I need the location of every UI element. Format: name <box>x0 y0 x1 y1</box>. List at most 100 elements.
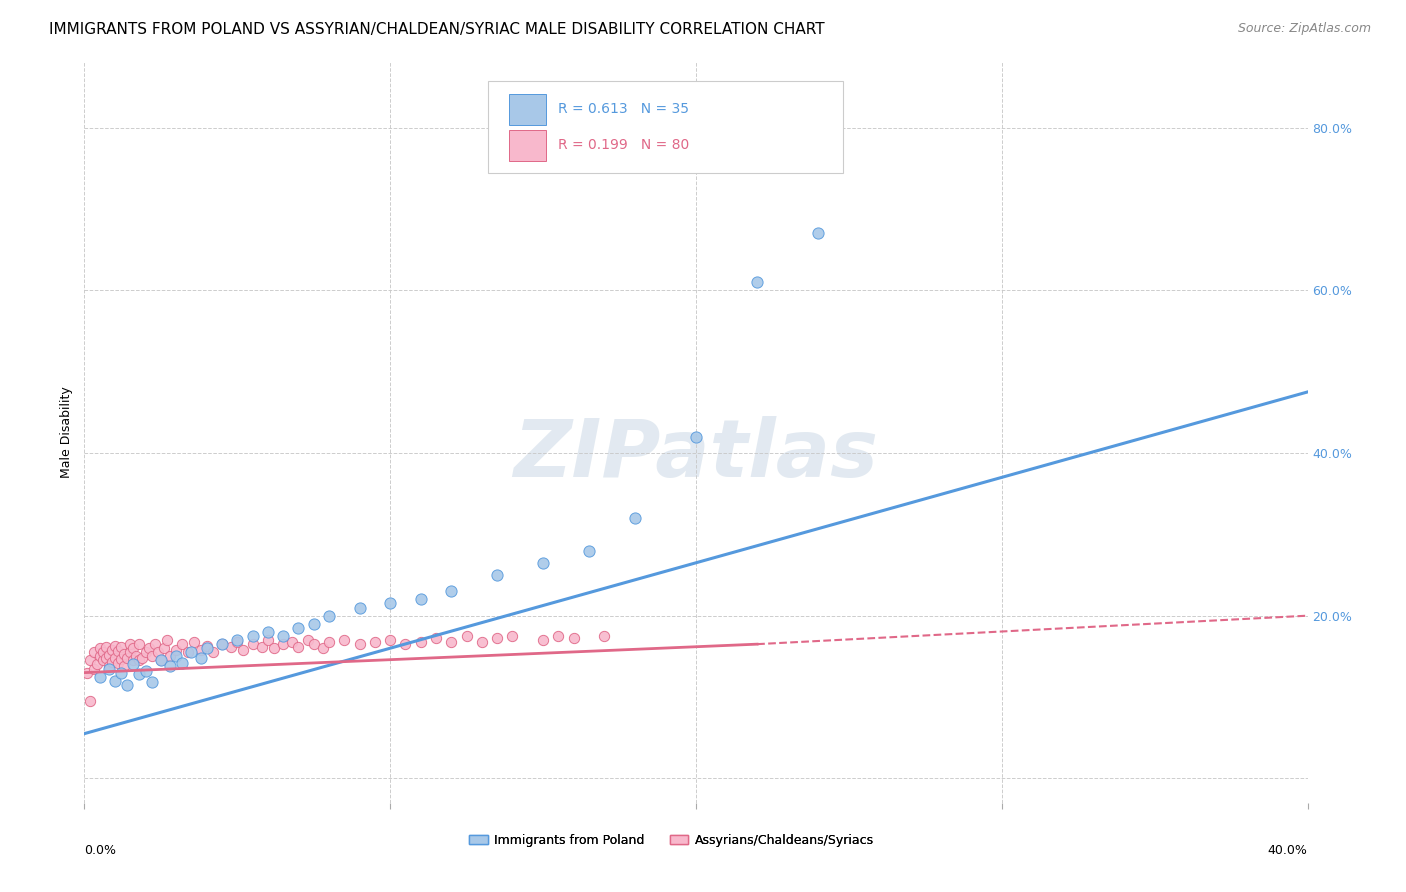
Point <box>104 673 127 688</box>
Point <box>250 640 273 654</box>
Point <box>94 651 117 665</box>
Point <box>578 543 600 558</box>
Point <box>302 616 325 631</box>
Point <box>271 629 294 643</box>
Point <box>409 592 432 607</box>
Point <box>128 637 150 651</box>
Point <box>211 637 233 651</box>
Point <box>562 632 585 646</box>
Point <box>122 657 145 672</box>
Text: ZIPatlas: ZIPatlas <box>513 416 879 494</box>
Point <box>101 655 124 669</box>
Point <box>165 643 187 657</box>
Text: Source: ZipAtlas.com: Source: ZipAtlas.com <box>1237 22 1371 36</box>
Point <box>97 648 120 662</box>
Point <box>94 640 117 654</box>
Point <box>97 662 120 676</box>
Point <box>394 637 416 651</box>
Point <box>242 637 264 651</box>
Point <box>125 649 148 664</box>
Point <box>115 678 138 692</box>
Point <box>685 430 707 444</box>
Point <box>318 608 340 623</box>
Point <box>226 633 249 648</box>
Point <box>143 637 166 651</box>
Point <box>380 633 402 648</box>
Point <box>593 629 616 643</box>
Point <box>79 694 101 708</box>
Point <box>486 632 509 646</box>
FancyBboxPatch shape <box>488 81 842 173</box>
Point <box>86 657 108 672</box>
Point <box>195 641 218 656</box>
Point <box>104 651 127 665</box>
Point <box>190 651 212 665</box>
Point <box>425 632 447 646</box>
Y-axis label: Male Disability: Male Disability <box>59 387 73 478</box>
Point <box>471 634 494 648</box>
Point <box>486 568 509 582</box>
Point <box>131 651 153 665</box>
FancyBboxPatch shape <box>509 130 546 161</box>
Point <box>89 670 111 684</box>
Point <box>257 633 280 648</box>
Point <box>120 637 142 651</box>
Point <box>312 641 335 656</box>
Point <box>76 665 98 680</box>
Point <box>141 649 163 664</box>
Point <box>297 633 319 648</box>
Point <box>110 652 132 666</box>
Point <box>232 643 254 657</box>
Point <box>456 629 478 643</box>
Text: IMMIGRANTS FROM POLAND VS ASSYRIAN/CHALDEAN/SYRIAC MALE DISABILITY CORRELATION C: IMMIGRANTS FROM POLAND VS ASSYRIAN/CHALD… <box>49 22 825 37</box>
Point <box>364 634 387 648</box>
Point <box>112 659 135 673</box>
Point <box>128 653 150 667</box>
Point <box>91 653 114 667</box>
Point <box>146 645 169 659</box>
Point <box>177 645 200 659</box>
Point <box>409 634 432 648</box>
Point <box>172 637 194 651</box>
Point <box>349 600 371 615</box>
Point <box>112 647 135 661</box>
Point <box>153 641 176 656</box>
Point <box>172 656 194 670</box>
Point <box>110 665 132 680</box>
Point <box>302 637 325 651</box>
Point <box>287 640 309 654</box>
Point <box>122 641 145 656</box>
Point <box>440 584 463 599</box>
Point <box>107 643 129 657</box>
Point <box>531 633 554 648</box>
Point <box>242 629 264 643</box>
Point <box>195 639 218 653</box>
Point <box>128 667 150 681</box>
Point <box>624 511 647 525</box>
Text: R = 0.199   N = 80: R = 0.199 N = 80 <box>558 138 689 153</box>
Point <box>257 624 280 639</box>
Point <box>281 634 304 648</box>
Point <box>138 641 160 656</box>
Point <box>135 645 157 659</box>
Point <box>135 664 157 678</box>
Point <box>263 641 285 656</box>
Point <box>440 634 463 648</box>
Point <box>183 634 205 648</box>
Legend: Immigrants from Poland, Assyrians/Chaldeans/Syriacs: Immigrants from Poland, Assyrians/Chalde… <box>464 829 879 852</box>
Point <box>211 637 233 651</box>
Point <box>107 656 129 670</box>
Point <box>120 645 142 659</box>
Point <box>226 634 249 648</box>
Point <box>165 649 187 664</box>
Point <box>502 629 524 643</box>
Point <box>180 645 202 659</box>
Point <box>807 227 830 241</box>
FancyBboxPatch shape <box>509 95 546 126</box>
Point <box>333 633 356 648</box>
Point <box>531 556 554 570</box>
Point <box>83 662 105 676</box>
Point <box>159 649 181 664</box>
Point <box>747 275 769 289</box>
Point <box>110 640 132 654</box>
